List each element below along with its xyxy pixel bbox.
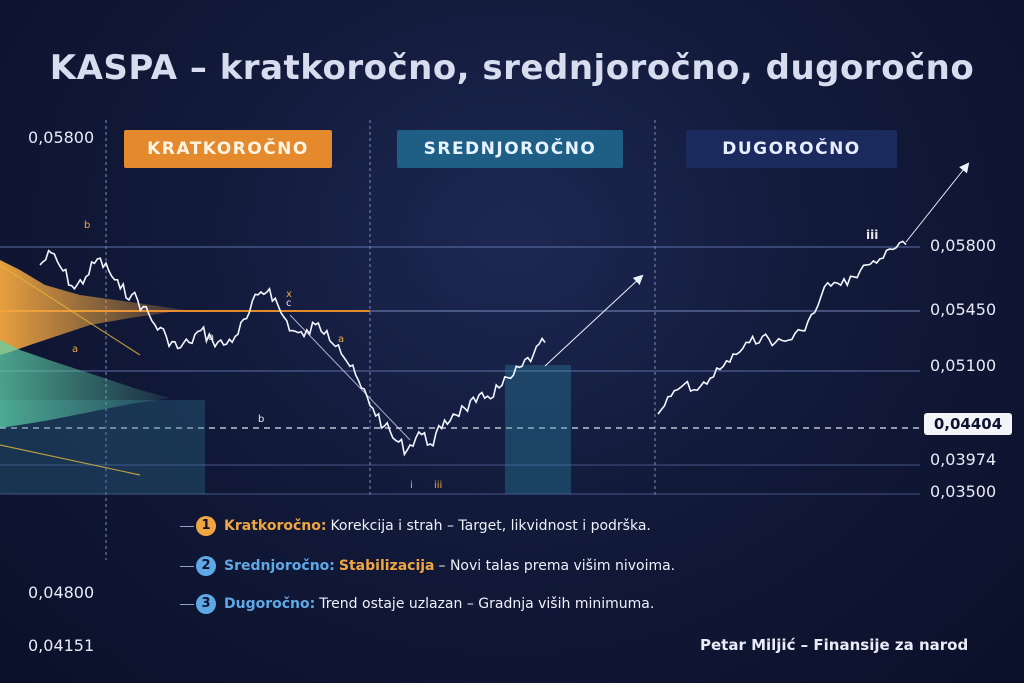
wave-label-x: x [286,289,292,300]
y-label-left-1: 0,05800 [28,128,95,147]
legend-highlight: Stabilizacija [338,558,435,574]
legend-name: Kratkoročno: [224,518,327,534]
y-label-left-3: 0,04151 [28,636,95,655]
legend-name: Srednjoročno: [224,558,335,574]
price-line-long [657,240,907,415]
wave-label-a2: a [208,332,214,343]
current-price-badge: 0,04404 [924,413,1012,435]
wave-label-a1: a [72,344,78,355]
legend-item-short: 1 Kratkoročno: Korekcija i strah – Target,… [180,516,651,536]
zone-mid [505,365,571,494]
legend-dash [180,525,194,527]
legend-number: 2 [196,556,216,576]
volume-profile-orange [0,260,185,355]
page-title: KASPA – kratkoročno, srednjoročno, dugor… [49,48,975,88]
guide-line-2 [0,444,141,476]
legend-dash [180,603,194,605]
section-label-long: DUGOROČNO [686,130,897,168]
legend-item-long: 3 Dugoročno: Trend ostaje uzlazan – Gradnj… [180,594,654,614]
wave-label-i: i [410,480,413,491]
y-label-right-6: 0,03500 [930,482,997,501]
projection-arrow-long [905,162,970,243]
y-label-right-3: 0,05100 [930,356,997,375]
y-label-left-2: 0,04800 [28,583,95,602]
wave-label-a3: a [338,334,344,345]
legend-dash [180,565,194,567]
author-credit: Petar Miljić – Finansije za narod [700,636,969,654]
wave-label-b: b [84,220,90,231]
wave-label-b2: b [258,414,264,425]
volume-profile-green [0,340,170,428]
wave-label-c: c [286,298,292,309]
y-label-right-5: 0,03974 [930,450,997,469]
legend-text: Trend ostaje uzlazan – Gradnja viših min… [319,596,655,612]
section-label-short: KRATKOROČNO [124,130,332,168]
section-label-mid: SREDNJOROČNO [397,130,623,168]
guide-line-1 [0,264,141,356]
wave-label-iii: iii [434,480,442,491]
legend-item-mid: 2 Srednjoročno: Stabilizacija – Novi talas … [180,556,675,576]
price-line-short-mid [39,249,546,457]
legend-text: Korekcija i strah – Target, likvidnost i… [330,518,651,534]
projection-arrow-mid [544,274,644,367]
y-label-right-1: 0,05800 [930,236,997,255]
wave-label-iii-top: iii [866,228,878,242]
legend-number: 3 [196,594,216,614]
y-label-right-2: 0,05450 [930,300,997,319]
legend-number: 1 [196,516,216,536]
legend-name: Dugoročno: [224,596,316,612]
legend-text: – Novi talas prema višim nivoima. [438,558,676,574]
guide-line-3 [289,314,411,441]
